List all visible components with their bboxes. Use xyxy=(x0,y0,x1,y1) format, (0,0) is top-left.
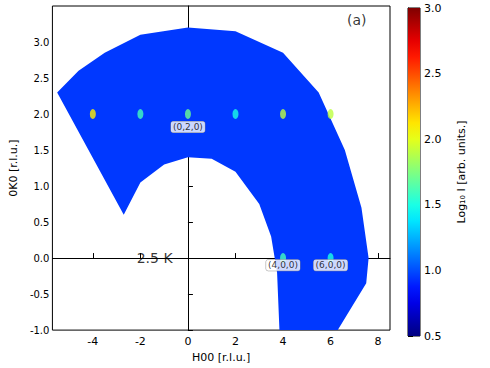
svg-text:1.0: 1.0 xyxy=(424,264,442,277)
svg-text:-4: -4 xyxy=(87,335,98,348)
svg-text:4: 4 xyxy=(280,335,287,348)
svg-text:(0,2,0): (0,2,0) xyxy=(173,122,203,132)
svg-text:2.5: 2.5 xyxy=(34,73,50,84)
svg-text:H00 [r.l.u.]: H00 [r.l.u.] xyxy=(192,351,250,364)
svg-text:2.5: 2.5 xyxy=(424,67,442,80)
svg-text:8: 8 xyxy=(375,335,382,348)
svg-text:3.0: 3.0 xyxy=(34,37,50,48)
svg-text:0.5: 0.5 xyxy=(34,217,50,228)
svg-text:0: 0 xyxy=(184,335,191,348)
svg-text:Log₁₀ I [arb. units.]: Log₁₀ I [arb. units.] xyxy=(455,120,468,223)
svg-text:2: 2 xyxy=(232,335,239,348)
svg-text:2.5 K: 2.5 K xyxy=(137,250,174,266)
svg-text:1.5: 1.5 xyxy=(424,198,442,211)
svg-text:1.0: 1.0 xyxy=(34,181,50,192)
svg-text:1.5: 1.5 xyxy=(34,145,50,156)
svg-text:-2: -2 xyxy=(135,335,146,348)
svg-text:(a): (a) xyxy=(347,12,367,28)
svg-text:2.0: 2.0 xyxy=(424,133,442,146)
svg-text:6: 6 xyxy=(327,335,334,348)
svg-text:2.0: 2.0 xyxy=(34,109,50,120)
svg-text:-1.0: -1.0 xyxy=(30,325,50,336)
svg-text:(6,0,0): (6,0,0) xyxy=(316,260,346,270)
svg-text:-0.5: -0.5 xyxy=(30,289,50,300)
svg-text:3.0: 3.0 xyxy=(424,2,442,15)
svg-text:(4,0,0): (4,0,0) xyxy=(268,260,298,270)
svg-text:0.0: 0.0 xyxy=(34,253,50,264)
svg-text:0.5: 0.5 xyxy=(424,330,442,343)
svg-text:0K0 [r.l.u.]: 0K0 [r.l.u.] xyxy=(7,139,20,196)
